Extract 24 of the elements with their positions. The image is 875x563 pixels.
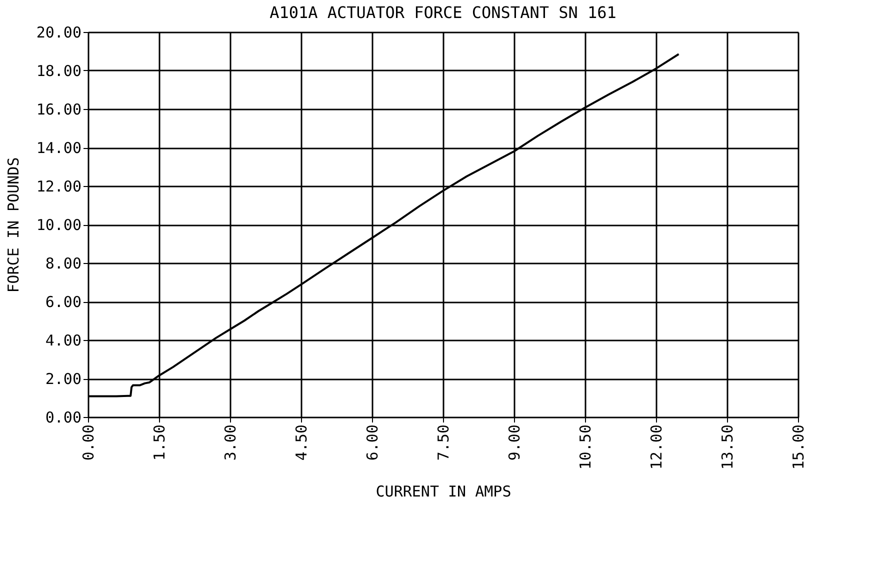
x-tick-label: 10.50 [576, 424, 594, 470]
x-tick-label: 3.00 [222, 424, 240, 461]
y-tick-label: 8.00 [45, 254, 82, 272]
x-tick-label: 12.00 [648, 424, 666, 470]
x-tick-label: 6.00 [364, 424, 382, 461]
chart-title: A101A ACTUATOR FORCE CONSTANT SN 161 [270, 3, 616, 22]
x-tick-label: 15.00 [790, 424, 808, 470]
x-tick-label: 7.50 [434, 424, 452, 461]
y-tick-label: 6.00 [45, 293, 82, 311]
y-tick-label: 18.00 [36, 62, 82, 80]
y-tick-label: 20.00 [36, 24, 82, 42]
x-tick-label: 4.50 [292, 424, 310, 461]
y-tick-label: 16.00 [36, 100, 82, 118]
x-axis-title: CURRENT IN AMPS [376, 482, 512, 501]
y-tick-label: 12.00 [36, 178, 82, 196]
y-axis-title: FORCE IN POUNDS [4, 157, 22, 293]
y-tick-label: 0.00 [45, 408, 82, 426]
x-tick-label: 13.50 [718, 424, 736, 470]
y-tick-label: 4.00 [45, 332, 82, 350]
x-tick-label: 1.50 [150, 424, 168, 461]
x-tick-label: 9.00 [506, 424, 524, 461]
y-tick-label: 10.00 [36, 216, 82, 234]
y-tick-label: 14.00 [36, 139, 82, 157]
y-tick-label: 2.00 [45, 370, 82, 388]
